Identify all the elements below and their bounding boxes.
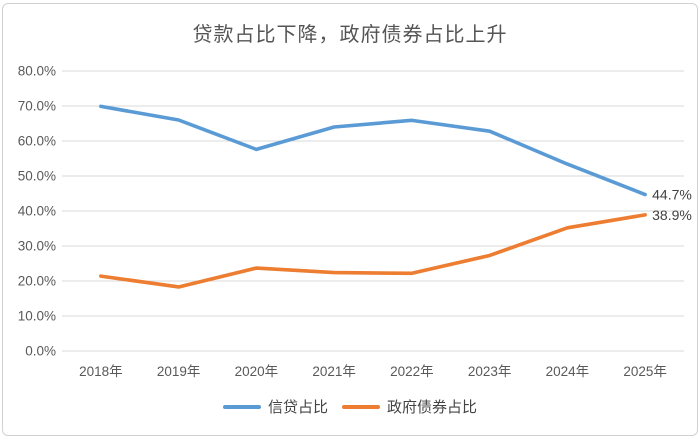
y-tick-label: 40.0%	[18, 204, 56, 219]
legend-label-govbond: 政府债券占比	[387, 399, 478, 416]
series-end-data-label-1: 38.9%	[652, 207, 692, 223]
gridlines	[62, 70, 684, 352]
chart-legend: 信贷占比 政府债券占比	[3, 396, 697, 417]
series-line-1	[99, 213, 647, 289]
legend-line-swatch-govbond	[342, 404, 380, 409]
y-tick-label: 30.0%	[18, 239, 56, 254]
y-axis-tick-labels: 0.0% 10.0% 20.0% 30.0% 40.0% 50.0% 60.0% 70.0% 8…	[18, 64, 56, 359]
x-axis-tick-labels: 2018年 2019年 2020年 2021年 2022年 2023年 2024年 2025年	[79, 364, 667, 379]
y-tick-label: 0.0%	[25, 344, 56, 359]
x-tick-label: 2018年	[79, 364, 123, 379]
x-tick-label: 2023年	[468, 364, 512, 379]
x-tick-label: 2020年	[235, 364, 279, 379]
y-tick-label: 50.0%	[18, 169, 56, 184]
x-tick-label: 2024年	[546, 364, 590, 379]
series-line-0	[99, 104, 647, 197]
line-chart-plot: 0.0% 10.0% 20.0% 30.0% 40.0% 50.0% 60.0% 70.0% 8…	[18, 64, 692, 380]
series-end-data-label-0: 44.7%	[652, 187, 692, 203]
legend-item-credit-share: 信贷占比	[222, 396, 328, 417]
y-tick-label: 20.0%	[18, 274, 56, 289]
y-tick-label: 60.0%	[18, 134, 56, 149]
chart-title: 贷款占比下降，政府债券占比上升	[192, 24, 508, 46]
x-tick-label: 2025年	[623, 364, 667, 379]
x-tick-label: 2022年	[390, 364, 434, 379]
legend-item-govbond-share: 政府债券占比	[342, 396, 477, 417]
legend-line-swatch-credit	[222, 404, 261, 409]
chart-figure: 贷款占比下降，政府债券占比上升 0.0% 10.0% 20.0% 30.0% 40.0%…	[2, 3, 698, 436]
y-tick-label: 70.0%	[18, 99, 56, 114]
x-tick-label: 2021年	[312, 364, 356, 379]
y-tick-label: 10.0%	[18, 309, 56, 324]
x-tick-label: 2019年	[157, 364, 201, 379]
y-tick-label: 80.0%	[18, 64, 56, 79]
legend-label-credit: 信贷占比	[267, 399, 328, 416]
